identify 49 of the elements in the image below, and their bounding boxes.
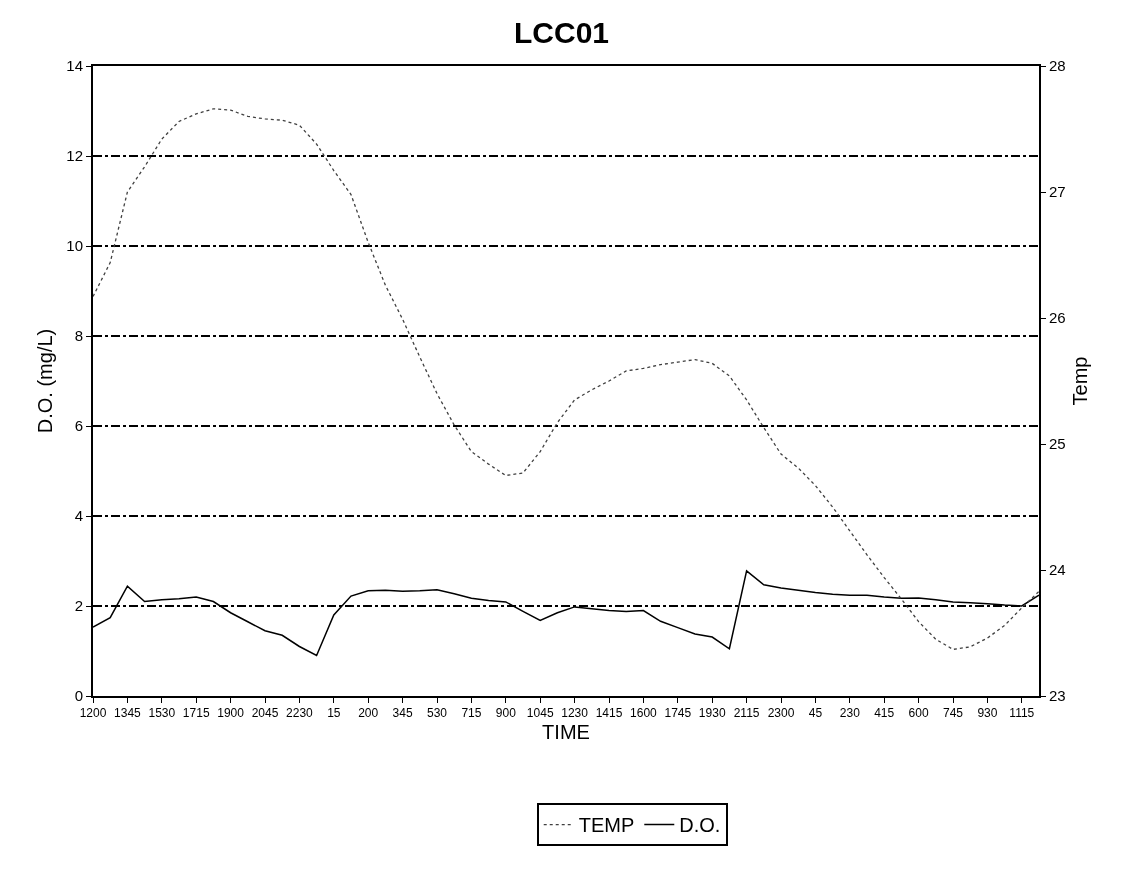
x-tick-label: 900	[495, 706, 517, 721]
x-tick-label: 1600	[630, 706, 658, 721]
x-tick-label: 230	[839, 706, 861, 721]
x-tick-label: 1900	[217, 706, 245, 721]
y2-tick-label: 25	[1049, 435, 1066, 453]
x-tick-label: 2045	[251, 706, 279, 721]
x-axis-title: TIME	[542, 721, 590, 744]
x-tick-label: 200	[358, 706, 379, 721]
y-tick-label: 10	[66, 237, 83, 255]
x-tick-label: 1415	[595, 706, 623, 721]
y2-tick-label: 23	[1049, 687, 1066, 705]
y-axis-title: D.O. (mg/L)	[34, 328, 57, 434]
x-tick-label: 2300	[767, 706, 795, 721]
x-tick-label: 1930	[698, 706, 726, 721]
x-tick-label: 1715	[182, 706, 210, 721]
x-tick-label: 1115	[1009, 706, 1035, 721]
y2-tick-label: 28	[1049, 57, 1066, 75]
y-tick-label: 12	[66, 147, 83, 165]
line-series	[93, 108, 1039, 651]
x-tick-label: 1345	[114, 706, 142, 721]
legend-label: TEMP	[578, 814, 635, 837]
chart-title: LCC01	[513, 16, 610, 50]
x-tick-label: 45	[808, 706, 823, 721]
y-tick-label: 14	[66, 57, 83, 75]
x-tick-label: 1045	[526, 706, 554, 721]
x-tick-label: 745	[942, 706, 964, 721]
x-tick-label: 1200	[79, 706, 107, 721]
y2-axis-title: Temp	[1068, 356, 1091, 406]
y2-tick-label: 26	[1049, 309, 1066, 327]
x-tick-label: 1230	[561, 706, 589, 721]
x-tick-label: 1530	[148, 706, 176, 721]
y-tick-label: 2	[74, 597, 83, 615]
x-tick-label: 2230	[286, 706, 314, 721]
x-tick-label: 1745	[664, 706, 692, 721]
x-tick-label: 530	[426, 706, 448, 721]
y2-tick-label: 24	[1049, 561, 1066, 579]
x-tick-label: 15	[327, 706, 341, 721]
x-tick-label: 715	[461, 706, 482, 721]
x-tick-label: 930	[977, 706, 998, 721]
y-tick-label: 6	[74, 417, 83, 435]
x-tick-label: 2115	[733, 706, 760, 721]
y-tick-label: 4	[74, 507, 83, 525]
x-tick-label: 600	[908, 706, 929, 721]
y2-tick-label: 27	[1049, 183, 1066, 201]
y-tick-label: 8	[74, 327, 83, 345]
x-tick-label: 415	[874, 706, 895, 721]
legend-label: D.O.	[679, 814, 721, 837]
y-tick-label: 0	[74, 687, 83, 705]
x-tick-label: 345	[392, 706, 413, 721]
